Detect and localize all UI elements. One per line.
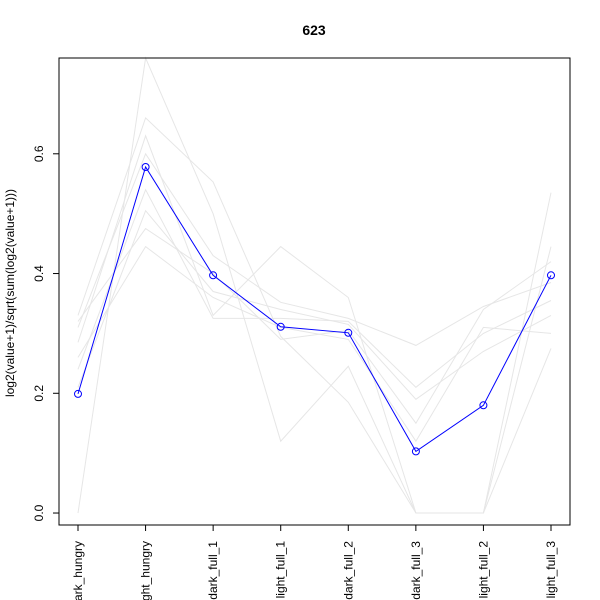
highlight-point-4 [276,322,285,331]
highlight-series-group [74,163,555,456]
background-series-group [77,56,552,514]
highlight-series-line [77,165,552,453]
background-series-line-5 [77,188,552,388]
y-axis-label: log2(value+1)/sqrt(sum(log2(value+1))) [3,189,17,397]
x-tick-label: dark_full_1 [206,541,220,600]
x-tick-label: light_full_1 [274,541,288,599]
background-series-line-7 [77,227,552,425]
x-tick-label: ght_hungry [139,541,153,600]
highlight-point-8 [547,271,555,280]
x-tick-label: ark_hungry [71,541,85,600]
background-series-line-6 [77,209,552,400]
background-series-line-8 [77,245,552,443]
highlight-point-2 [141,163,150,171]
chart-title: 623 [302,22,326,38]
highlight-point-6 [411,447,420,456]
highlight-point-5 [344,328,353,337]
highlight-point-1 [74,389,82,398]
x-tick-label: dark_full_2 [341,541,355,600]
x-tick-label: light_full_2 [476,541,490,599]
y-tick-label: 0.6 [32,145,46,162]
y-tick-label: 0.2 [32,385,46,402]
x-tick-label: light_full_3 [544,541,558,599]
highlight-point-3 [209,271,218,280]
background-series-line-3 [77,134,552,514]
y-axis: 0.0 0.2 0.4 0.6 [32,145,60,521]
x-tick-label: dark_full_3 [409,541,423,600]
y-tick-label: 0.4 [32,265,46,282]
x-axis: ark_hungry ght_hungry dark_full_1 light_ful… [71,524,558,600]
y-tick-label: 0.0 [32,504,46,521]
highlight-point-7 [479,401,488,410]
background-series-line-1 [77,56,552,514]
background-series-line-4 [77,152,552,346]
